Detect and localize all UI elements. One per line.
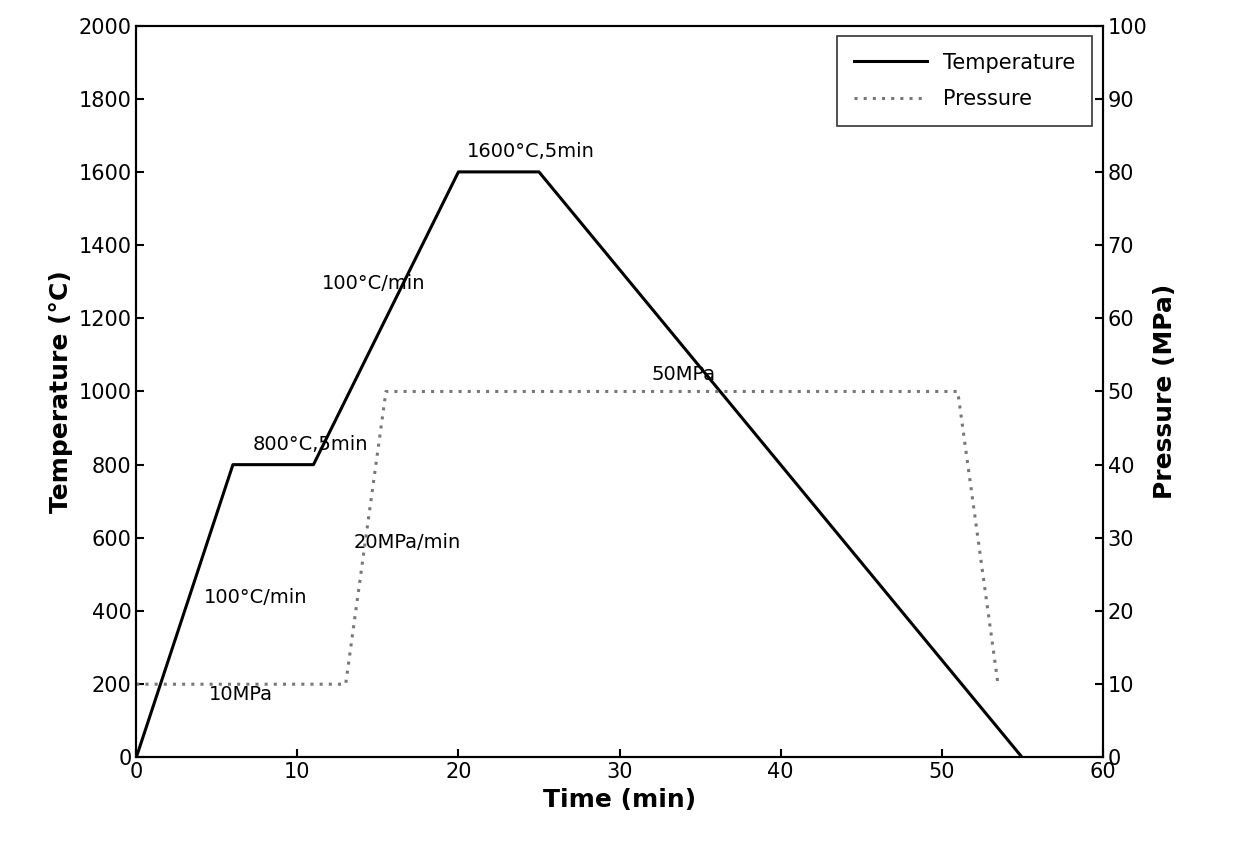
Pressure: [129, 679, 144, 689]
X-axis label: Time (min): Time (min): [543, 788, 696, 812]
Temperature: [1015, 752, 1030, 762]
Text: 50MPa: 50MPa: [652, 365, 716, 384]
Text: 100°C/min: 100°C/min: [321, 274, 425, 293]
Text: 20MPa/min: 20MPa/min: [354, 534, 461, 552]
Text: 1600°C,5min: 1600°C,5min: [466, 142, 595, 161]
Temperature: [306, 460, 321, 470]
Legend: Temperature, Pressure: Temperature, Pressure: [838, 36, 1093, 126]
Temperature: [129, 752, 144, 762]
Line: Temperature: Temperature: [136, 172, 1022, 757]
Text: 100°C/min: 100°C/min: [204, 588, 307, 608]
Pressure: [950, 386, 965, 397]
Text: 800°C,5min: 800°C,5min: [253, 435, 368, 454]
Y-axis label: Temperature (°C): Temperature (°C): [48, 270, 73, 513]
Pressure: [338, 679, 353, 689]
Temperature: [225, 460, 240, 470]
Pressure: [378, 386, 393, 397]
Temperature: [532, 167, 546, 177]
Pressure: [990, 679, 1005, 689]
Line: Pressure: Pressure: [136, 391, 997, 684]
Temperature: [451, 167, 466, 177]
Y-axis label: Pressure (MPa): Pressure (MPa): [1152, 284, 1177, 499]
Text: 10MPa: 10MPa: [208, 685, 273, 705]
